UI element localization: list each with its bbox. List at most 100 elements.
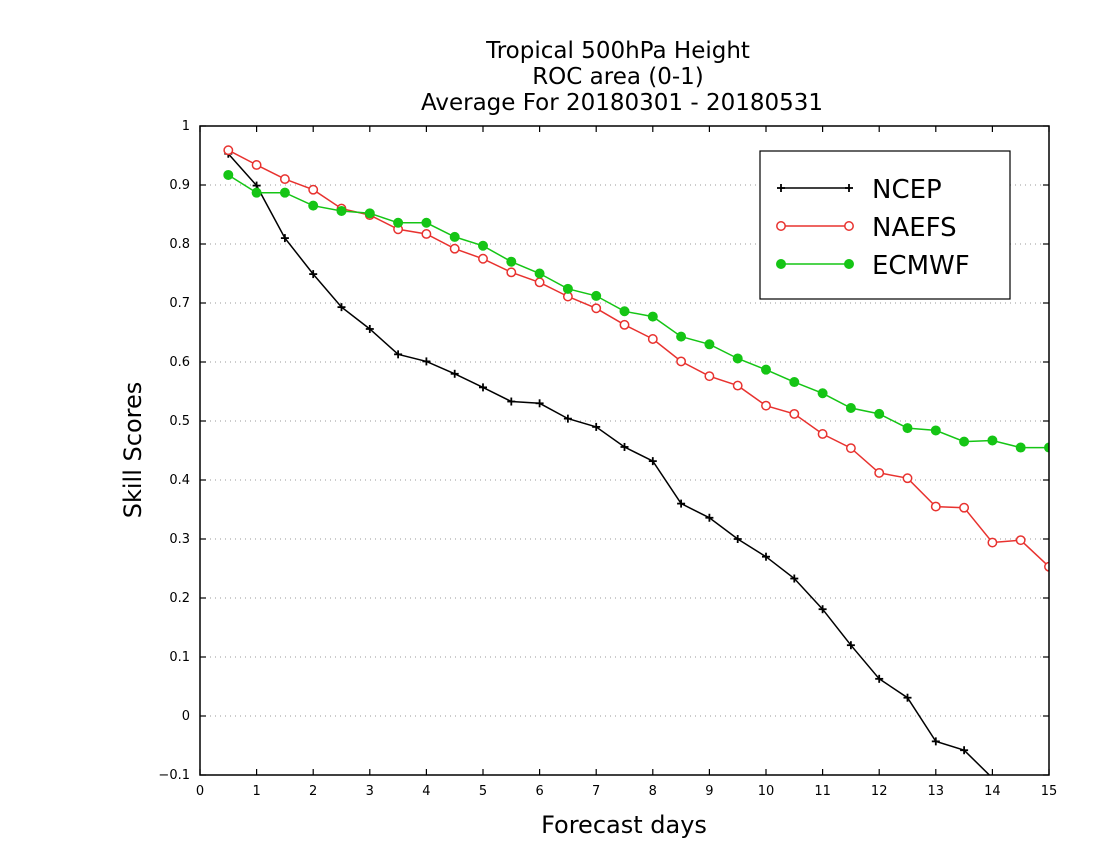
point-ecmwf <box>336 205 347 216</box>
point-ecmwf <box>534 268 545 279</box>
x-tick-label: 5 <box>479 784 487 799</box>
chart-title: Tropical 500hPa Height ROC area (0-1) Av… <box>421 38 823 116</box>
point-naefs <box>874 467 885 478</box>
legend-marker-ncep <box>777 184 785 192</box>
x-tick-label: 9 <box>705 784 713 799</box>
point-ecmwf <box>251 187 262 198</box>
point-ncep <box>450 369 459 378</box>
title-line-2: ROC area (0-1) <box>532 64 704 90</box>
legend-marker-ncep <box>845 184 853 192</box>
x-tick-label: 2 <box>309 784 317 799</box>
point-ecmwf <box>421 217 432 228</box>
legend-marker-ecmwf <box>776 259 786 269</box>
x-tick-label: 3 <box>366 784 374 799</box>
point-ncep <box>337 303 346 312</box>
point-ecmwf <box>506 256 517 267</box>
point-naefs <box>534 277 545 288</box>
point-naefs <box>987 537 998 548</box>
point-ncep <box>846 641 855 650</box>
point-ncep <box>790 574 799 583</box>
plot-frame <box>199 125 1050 776</box>
x-tick-label: 13 <box>928 784 945 799</box>
point-naefs <box>421 229 432 239</box>
point-ecmwf <box>279 187 290 198</box>
x-tick-label: 7 <box>592 784 600 799</box>
point-ecmwf <box>704 339 715 350</box>
x-tick-label: 14 <box>984 784 1001 799</box>
point-naefs <box>902 473 913 484</box>
series-ncep <box>224 149 991 775</box>
point-ncep <box>280 234 289 243</box>
legend: NCEP NAEFS ECMWF <box>759 150 1011 300</box>
y-tick-label: 0.9 <box>169 178 190 193</box>
point-naefs <box>478 253 488 264</box>
point-ecmwf <box>732 353 743 364</box>
point-ncep <box>365 324 374 333</box>
x-tick-label: 11 <box>814 784 831 799</box>
point-ecmwf <box>393 217 404 228</box>
series-ecmwf <box>223 169 1049 453</box>
point-ecmwf <box>987 435 998 446</box>
point-naefs <box>817 429 828 439</box>
point-ncep <box>620 442 629 451</box>
point-ncep <box>422 357 431 366</box>
y-tick-label: 0.3 <box>169 532 190 547</box>
point-ecmwf <box>364 208 375 219</box>
series-layer <box>223 145 1049 775</box>
point-ncep <box>818 605 827 614</box>
point-ncep <box>535 399 544 408</box>
y-tick-label: 0.4 <box>169 473 190 488</box>
legend-label-naefs: NAEFS <box>872 213 957 243</box>
ticks: −0.100.10.20.30.40.50.60.70.80.910 1 2 3 4 5 6… <box>158 119 1057 799</box>
x-tick-label: 8 <box>649 784 657 799</box>
point-ecmwf <box>223 169 234 180</box>
legend-marker-naefs <box>844 221 854 231</box>
point-ecmwf <box>647 311 658 322</box>
point-ecmwf <box>619 306 630 317</box>
x-tick-label: 15 <box>1041 784 1058 799</box>
y-tick-label: 0.1 <box>169 650 190 665</box>
y-tick-label: 0.6 <box>169 355 190 370</box>
legend-label-ncep: NCEP <box>872 175 942 205</box>
point-naefs <box>789 408 800 419</box>
point-ecmwf <box>930 425 941 436</box>
point-ecmwf <box>845 403 856 414</box>
point-ecmwf <box>449 231 460 242</box>
x-tick-label: 6 <box>535 784 543 799</box>
point-naefs <box>279 174 290 185</box>
point-ncep <box>762 552 770 561</box>
y-tick-label: 1 <box>182 119 190 134</box>
point-naefs <box>1015 535 1026 546</box>
point-ncep <box>592 422 601 431</box>
point-ncep <box>563 414 572 423</box>
x-tick-label: 0 <box>196 784 204 799</box>
point-naefs <box>732 380 743 391</box>
point-ecmwf <box>959 436 970 447</box>
point-naefs <box>251 159 262 170</box>
point-naefs <box>845 443 856 454</box>
point-naefs <box>449 243 460 254</box>
y-tick-label: 0 <box>182 709 190 724</box>
point-ncep <box>309 270 318 279</box>
point-ncep <box>733 535 742 543</box>
point-ncep <box>903 693 912 702</box>
point-ncep <box>875 674 884 683</box>
point-ecmwf <box>478 240 488 251</box>
point-naefs <box>930 501 941 512</box>
point-ecmwf <box>874 408 885 419</box>
point-ncep <box>677 499 686 508</box>
title-line-1: Tropical 500hPa Height <box>485 38 750 64</box>
y-tick-label: −0.1 <box>158 768 190 783</box>
point-naefs <box>506 267 517 278</box>
point-ncep <box>960 746 969 755</box>
point-ncep <box>705 513 714 522</box>
point-naefs <box>619 319 630 330</box>
x-tick-label: 12 <box>871 784 888 799</box>
point-ncep <box>394 350 403 359</box>
x-tick-label: 4 <box>422 784 430 799</box>
x-axis-title: Forecast days <box>541 811 707 839</box>
x-tick-label: 1 <box>252 784 260 799</box>
point-ncep <box>931 737 940 746</box>
y-tick-label: 0.5 <box>169 414 190 429</box>
